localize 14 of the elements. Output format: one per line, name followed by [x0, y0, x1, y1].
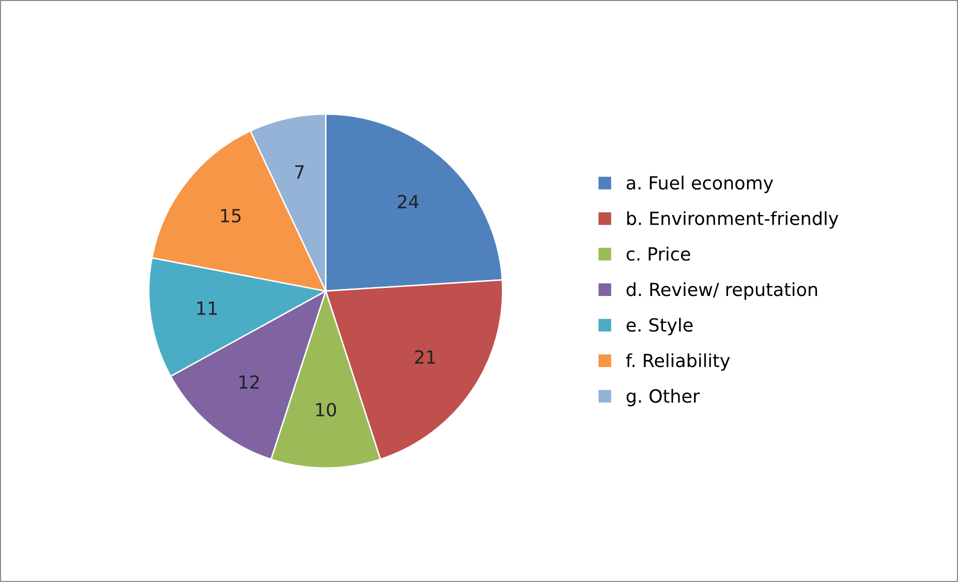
data-label: 21 — [415, 350, 436, 364]
legend-label: c. Price — [626, 246, 690, 261]
data-label: 15 — [221, 209, 241, 222]
legend-label: b. Environment-friendly — [627, 211, 838, 229]
legend-label: f. Reliability — [626, 353, 730, 371]
data-label: 11 — [197, 302, 217, 315]
data-label: 12 — [240, 375, 259, 389]
data-label: 7 — [295, 165, 304, 179]
legend-label: g. Other — [626, 388, 700, 406]
legend-label: d. Review/ reputation — [626, 282, 818, 300]
legend-label: a. Fuel economy — [626, 176, 774, 194]
legend-label: e. Style — [626, 318, 693, 336]
data-label: 10 — [316, 402, 336, 417]
data-label: 24 — [398, 194, 419, 208]
